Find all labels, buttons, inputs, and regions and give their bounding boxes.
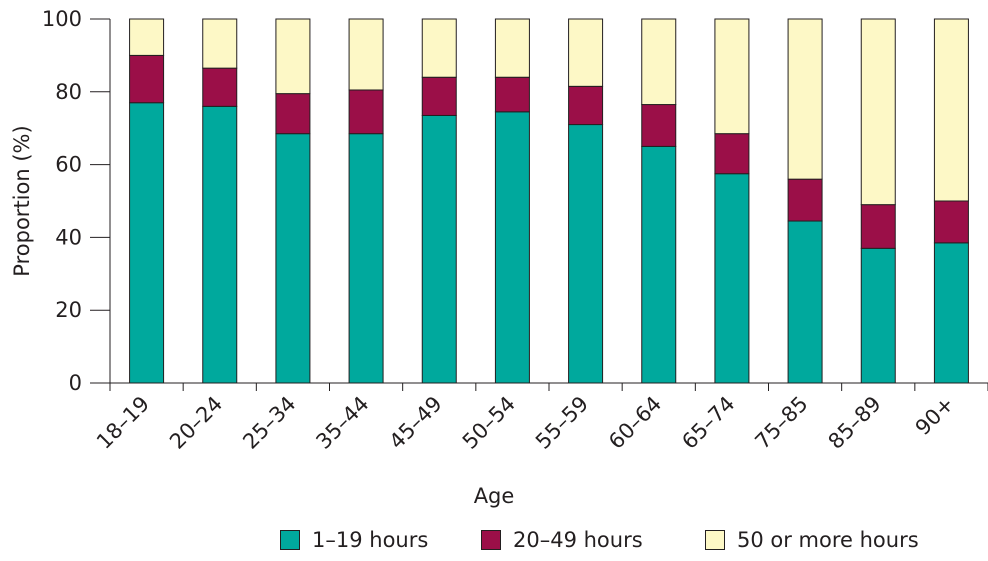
legend-item-50-or-more-hours: 50 or more hours [705, 523, 919, 557]
x-axis-label: Age [474, 484, 515, 508]
bar-segment [787, 18, 823, 180]
bar-segment [787, 220, 823, 384]
bar-segment [641, 104, 677, 147]
bar-segment [714, 18, 750, 135]
legend-item-1-19-hours: 1–19 hours [280, 523, 428, 557]
y-tick-label: 40 [55, 225, 82, 249]
x-tick-label: 65–74 [677, 392, 739, 454]
bar-segment [933, 242, 969, 384]
x-tick-label: 25–34 [238, 392, 300, 454]
x-tick-label: 75–85 [750, 392, 812, 454]
bar-segment [275, 133, 311, 384]
bar-segment [494, 111, 530, 384]
bar-segment [202, 18, 238, 69]
legend-label-50-or-more-hours: 50 or more hours [737, 528, 919, 552]
bar-segment [933, 200, 969, 244]
legend-swatch-1-19-hours [280, 530, 300, 550]
y-tick-label: 20 [55, 298, 82, 322]
bar-segment [787, 178, 823, 222]
legend-label-20-49-hours: 20–49 hours [513, 528, 643, 552]
x-tick-label: 45–49 [385, 392, 447, 454]
y-axis-label: Proportion (%) [10, 125, 34, 276]
bar-segment [421, 18, 457, 78]
bar-segment [860, 247, 896, 384]
x-tick-label: 50–54 [458, 392, 520, 454]
x-tick-label: 90+ [911, 392, 959, 440]
bar-segment [129, 102, 165, 384]
bar-segment [933, 18, 969, 202]
bar-segment [860, 18, 896, 206]
bar-segment [714, 133, 750, 175]
bar-segment [275, 18, 311, 95]
bar-segment [568, 18, 604, 87]
bar-segment [348, 18, 384, 91]
bar-segment [421, 114, 457, 384]
legend-item-20-49-hours: 20–49 hours [481, 523, 643, 557]
bar-segment [641, 18, 677, 106]
y-tick-label: 80 [55, 80, 82, 104]
legend-swatch-20-49-hours [481, 530, 501, 550]
bar-segment [568, 85, 604, 126]
bar-segment [348, 133, 384, 384]
x-tick-label: 35–44 [311, 392, 373, 454]
bar-segment [494, 18, 530, 78]
x-tick-label: 18–19 [92, 392, 154, 454]
x-tick-label: 60–64 [604, 392, 666, 454]
plot-area: 0 20 40 60 80 100 18–19 20–24 25–34 35–44 45–49 50–… [42, 7, 988, 454]
x-tick-label: 55–59 [531, 392, 593, 454]
y-tick-label: 60 [55, 153, 82, 177]
bar-segment [714, 173, 750, 384]
bar-segment [421, 76, 457, 116]
bar-segment [202, 105, 238, 384]
bar-segment [202, 67, 238, 107]
bar-segment [494, 76, 530, 113]
y-tick-label: 0 [69, 371, 82, 395]
bar-segment [129, 54, 165, 104]
legend: 1–19 hours 20–49 hours 50 or more hours [0, 523, 988, 557]
bar-segment [860, 204, 896, 249]
legend-swatch-50-or-more-hours [705, 530, 725, 550]
bar-segment [348, 89, 384, 135]
bar-segment [129, 18, 165, 56]
x-tick-label: 20–24 [165, 392, 227, 454]
bar-segment [275, 93, 311, 135]
bar-segment [568, 124, 604, 384]
y-tick-label: 100 [42, 7, 82, 31]
legend-label-1-19-hours: 1–19 hours [312, 528, 429, 552]
bar-segment [641, 145, 677, 384]
x-tick-label: 85–89 [824, 392, 886, 454]
